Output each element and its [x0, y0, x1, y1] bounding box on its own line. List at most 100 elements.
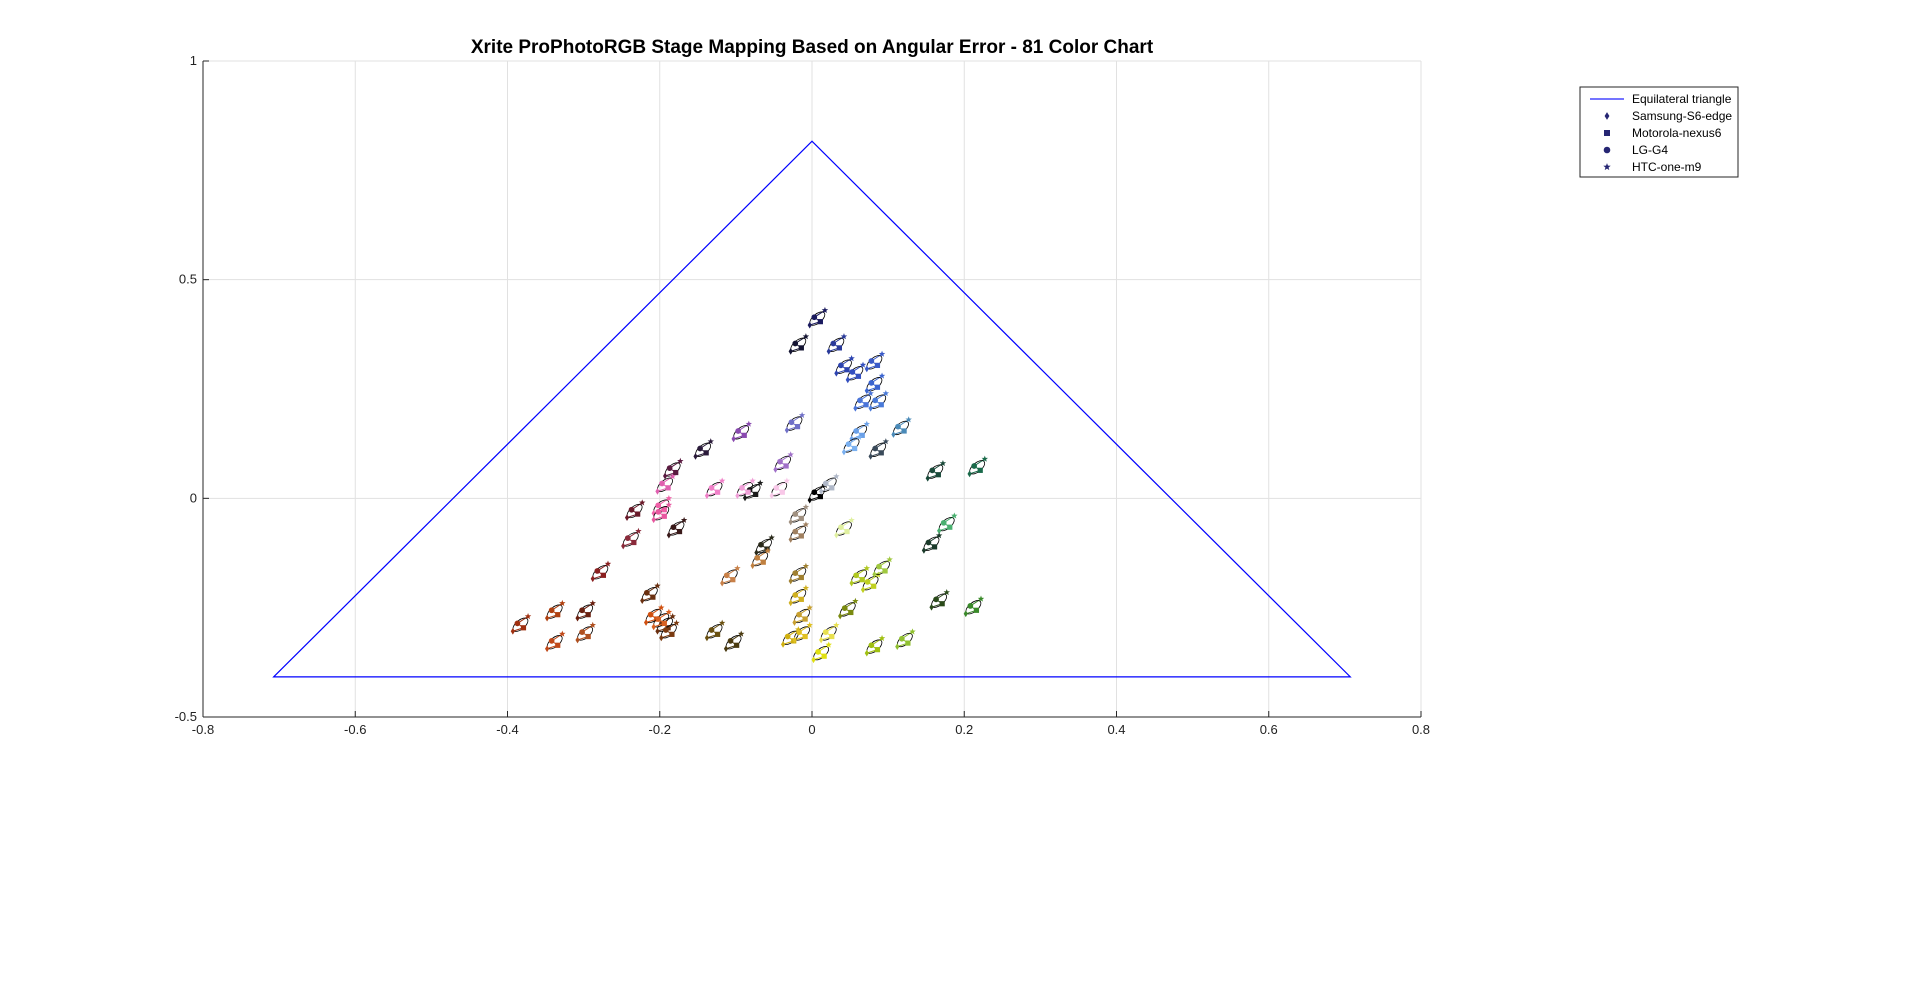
samsung-marker — [819, 487, 824, 495]
color-patch — [731, 420, 753, 443]
htc-marker — [665, 501, 673, 508]
samsung-marker — [853, 404, 858, 412]
samsung-marker — [651, 516, 656, 524]
color-patch — [651, 608, 673, 631]
htc-marker — [559, 630, 566, 637]
lg-marker — [708, 627, 715, 633]
y-tick-label: 1 — [190, 53, 197, 68]
motorola-marker — [661, 507, 667, 513]
htc-marker — [833, 621, 840, 628]
x-tick-label: 0.2 — [955, 722, 973, 737]
color-patch — [788, 503, 810, 526]
lg-marker — [548, 638, 555, 644]
htc-marker — [848, 516, 855, 523]
patch-connector — [725, 633, 742, 650]
htc-marker — [878, 634, 886, 642]
htc-marker — [939, 459, 947, 467]
patch-connector — [695, 441, 712, 457]
motorola-marker — [973, 607, 980, 613]
motorola-marker — [859, 432, 865, 438]
lg-marker — [849, 369, 856, 375]
legend-label: Samsung-S6-edge — [1632, 109, 1732, 123]
lg-marker — [792, 340, 799, 347]
motorola-marker — [817, 493, 823, 500]
color-patch — [792, 604, 813, 626]
samsung-marker — [841, 448, 847, 456]
htc-marker — [795, 626, 802, 633]
motorola-marker — [798, 574, 804, 581]
legend-marker-swatch — [1603, 163, 1611, 171]
htc-marker — [718, 619, 726, 626]
color-patch — [864, 634, 886, 657]
samsung-marker — [834, 369, 839, 377]
lg-marker — [655, 502, 662, 509]
patch-connector — [840, 600, 856, 617]
htc-marker — [806, 604, 813, 611]
color-patch — [545, 630, 566, 653]
patch-connector — [931, 591, 948, 608]
patch-connector — [847, 364, 864, 381]
patch-connector — [623, 530, 639, 547]
htc-marker — [673, 619, 680, 626]
legend-item: HTC-one-m9 — [1603, 160, 1702, 174]
x-tick-label: -0.4 — [496, 722, 518, 737]
samsung-marker — [864, 365, 869, 373]
lg-marker — [628, 506, 635, 513]
color-patch — [819, 621, 840, 644]
motorola-marker — [794, 424, 801, 430]
color-patch — [704, 477, 726, 500]
lg-marker — [811, 489, 818, 496]
patch-connector — [577, 624, 594, 641]
samsung-marker — [788, 348, 793, 355]
samsung-marker — [845, 376, 850, 384]
htc-marker — [943, 588, 950, 596]
lg-marker — [754, 554, 761, 561]
patch-connector — [546, 602, 563, 619]
patch-connector — [923, 535, 940, 551]
legend-item: LG-G4 — [1603, 143, 1668, 157]
samsung-marker — [773, 466, 778, 473]
htc-marker — [677, 457, 684, 464]
motorola-marker — [764, 546, 770, 552]
samsung-marker — [621, 542, 626, 550]
patch-connector — [794, 607, 810, 624]
htc-marker — [977, 595, 985, 602]
legend-item: Motorola-nexus6 — [1604, 126, 1722, 140]
htc-marker — [654, 582, 661, 589]
motorola-marker — [901, 428, 907, 434]
patch-connector — [851, 423, 868, 440]
patch-connector — [870, 441, 887, 457]
htc-marker — [886, 556, 893, 563]
samsung-marker — [662, 472, 668, 480]
color-patch — [819, 473, 840, 495]
patch-connector — [546, 633, 563, 650]
lg-marker — [548, 607, 555, 614]
htc-marker — [669, 473, 676, 480]
lg-marker — [872, 397, 879, 404]
motorola-marker — [817, 319, 823, 325]
legend-marker-swatch — [1604, 112, 1610, 120]
motorola-marker — [878, 402, 884, 408]
patch-connector — [866, 375, 883, 392]
color-patch — [807, 306, 829, 329]
patch-connector — [775, 454, 791, 470]
htc-marker — [859, 361, 867, 368]
motorola-marker — [734, 642, 740, 648]
lg-marker — [655, 616, 662, 622]
htc-marker — [802, 584, 810, 591]
color-patch — [662, 457, 684, 480]
samsung-marker — [651, 623, 656, 631]
patch-connector — [969, 458, 986, 475]
lg-marker — [940, 519, 947, 526]
samsung-marker — [575, 636, 580, 644]
samsung-marker — [742, 494, 748, 502]
lg-marker — [925, 539, 932, 546]
color-patch — [860, 571, 882, 594]
lg-marker — [514, 620, 521, 627]
samsung-marker — [788, 536, 793, 543]
motorola-marker — [665, 485, 671, 491]
color-patch — [845, 361, 867, 384]
samsung-marker — [895, 643, 900, 650]
motorola-marker — [798, 533, 804, 539]
patch-connector — [664, 460, 681, 477]
